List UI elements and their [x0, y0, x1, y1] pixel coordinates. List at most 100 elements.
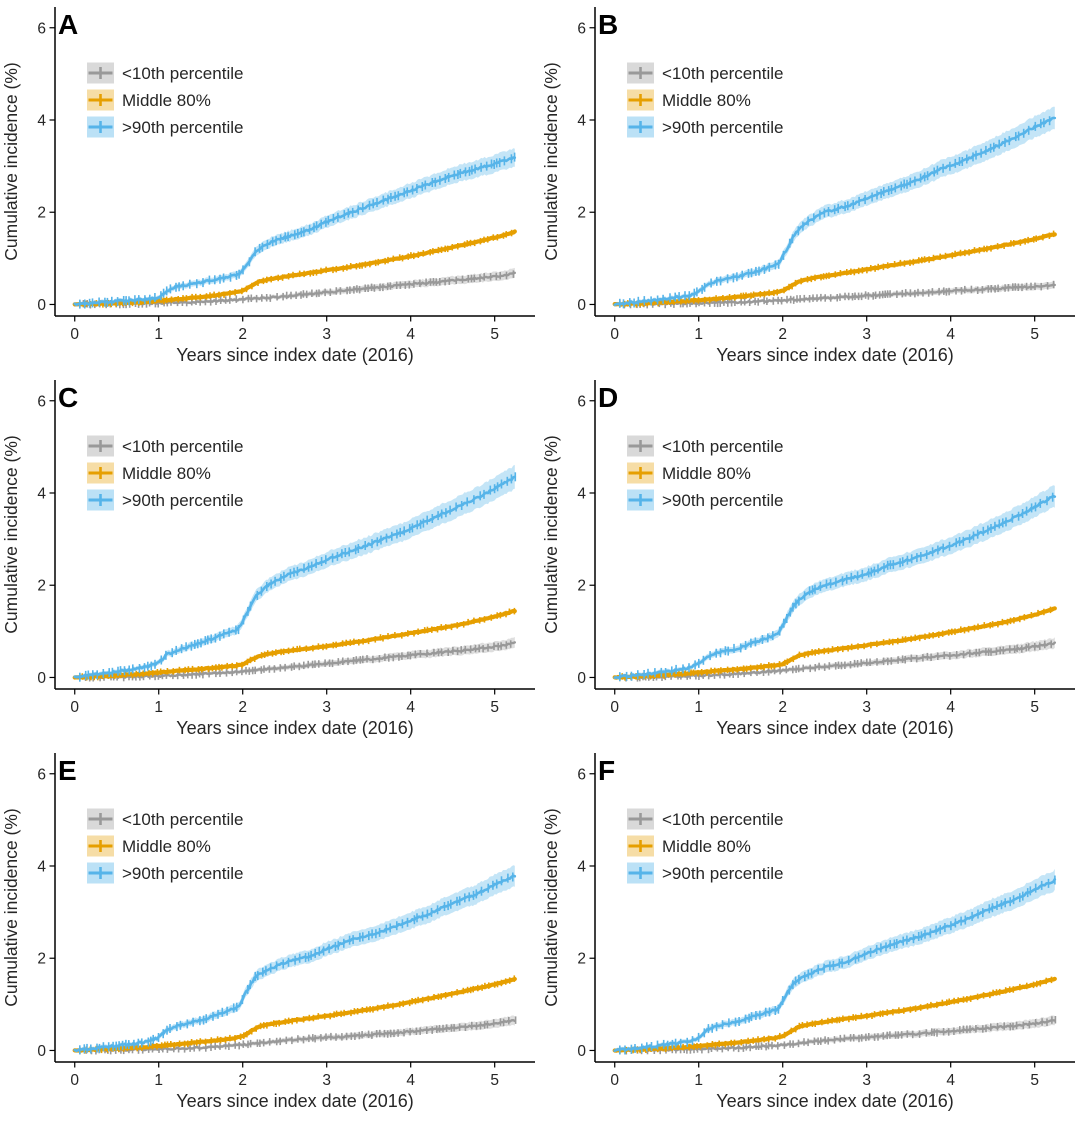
axes-group: 0 2 4 6 0 1 2 3 4 5 Years since index date (2016) C…: [541, 380, 1075, 738]
x-tick-label: 2: [778, 326, 787, 343]
x-tick-label: 4: [406, 326, 415, 343]
legend: <10th percentile Middle 80% >90th percenti…: [627, 808, 783, 884]
x-tick-label: 5: [490, 699, 499, 716]
x-axis-title: Years since index date (2016): [176, 718, 414, 738]
x-tick-label: 2: [238, 1072, 247, 1089]
legend-label-lt10: <10th percentile: [122, 64, 243, 83]
x-tick-label: 0: [610, 1072, 619, 1089]
x-tick-label: 3: [322, 699, 331, 716]
x-tick-label: 5: [1030, 1072, 1039, 1089]
series-line-gt90: [613, 494, 1057, 680]
legend-label-mid80: Middle 80%: [122, 837, 211, 856]
x-tick-label: 0: [70, 1072, 79, 1089]
series-group: [612, 485, 1057, 682]
axes-group: 0 2 4 6 0 1 2 3 4 5 Years since index date (2016) C…: [1, 753, 535, 1111]
y-tick-label: 4: [37, 112, 46, 129]
y-tick-label: 4: [577, 112, 586, 129]
panel-e: 0 2 4 6 0 1 2 3 4 5 Years since index date (2016) C…: [0, 747, 540, 1120]
panel-b-chart: 0 2 4 6 0 1 2 3 4 5 Years since index date (2016) C…: [541, 7, 1075, 365]
panel-letter: A: [58, 9, 78, 40]
panel-letter: C: [58, 382, 78, 413]
panel-c-chart: 0 2 4 6 0 1 2 3 4 5 Years since index date (2016) C…: [1, 380, 535, 738]
x-tick-label: 0: [610, 699, 619, 716]
censor-ticks-gt90: [619, 116, 1051, 309]
x-tick-label: 2: [238, 326, 247, 343]
censor-ticks-gt90: [619, 875, 1056, 1055]
axes-group: 0 2 4 6 0 1 2 3 4 5 Years since index date (2016) C…: [1, 380, 535, 738]
y-axis-title: Cumulative incidence (%): [1, 808, 21, 1006]
panel-b: 0 2 4 6 0 1 2 3 4 5 Years since index date (2016) C…: [540, 1, 1080, 374]
legend-label-gt90: >90th percentile: [662, 864, 783, 883]
panel-letter: D: [598, 382, 618, 413]
x-axis-title: Years since index date (2016): [716, 1091, 954, 1111]
series-group: [72, 865, 517, 1055]
x-tick-label: 0: [70, 699, 79, 716]
legend: <10th percentile Middle 80% >90th percenti…: [87, 62, 243, 138]
y-axis-title: Cumulative incidence (%): [1, 62, 21, 260]
censor-ticks-gt90: [79, 872, 514, 1055]
y-tick-label: 2: [577, 578, 586, 595]
y-tick-label: 6: [37, 393, 46, 410]
y-tick-label: 2: [577, 205, 586, 222]
legend: <10th percentile Middle 80% >90th percenti…: [627, 435, 783, 511]
y-tick-label: 6: [577, 393, 586, 410]
panel-letter: E: [58, 755, 77, 786]
series-group: [612, 106, 1057, 309]
y-tick-label: 0: [37, 1043, 46, 1060]
y-tick-label: 6: [577, 20, 586, 37]
x-tick-label: 1: [154, 1072, 163, 1089]
x-tick-label: 5: [1030, 326, 1039, 343]
y-axis-title: Cumulative incidence (%): [541, 62, 561, 260]
y-tick-label: 4: [37, 485, 46, 502]
x-tick-label: 2: [778, 699, 787, 716]
panel-c: 0 2 4 6 0 1 2 3 4 5 Years since index date (2016) C…: [0, 374, 540, 747]
y-tick-label: 6: [37, 20, 46, 37]
legend-label-mid80: Middle 80%: [122, 91, 211, 110]
x-tick-label: 5: [490, 326, 499, 343]
x-tick-label: 3: [322, 326, 331, 343]
x-tick-label: 4: [946, 326, 955, 343]
legend-label-mid80: Middle 80%: [662, 91, 751, 110]
x-tick-label: 1: [154, 699, 163, 716]
confidence-band-gt90: [74, 148, 515, 307]
y-tick-label: 4: [577, 485, 586, 502]
x-axis-title: Years since index date (2016): [176, 1091, 414, 1111]
panel-f-chart: 0 2 4 6 0 1 2 3 4 5 Years since index date (2016) C…: [541, 753, 1075, 1111]
y-axis-title: Cumulative incidence (%): [541, 808, 561, 1006]
legend-label-mid80: Middle 80%: [122, 464, 211, 483]
panel-a: 0 2 4 6 0 1 2 3 4 5 Years since index date (2016) C…: [0, 1, 540, 374]
confidence-band-gt90: [614, 868, 1055, 1053]
x-tick-label: 2: [778, 1072, 787, 1089]
x-tick-label: 3: [862, 1072, 871, 1089]
x-axis-title: Years since index date (2016): [716, 718, 954, 738]
y-tick-label: 4: [37, 858, 46, 875]
series-group: [612, 868, 1057, 1055]
x-axis-title: Years since index date (2016): [716, 345, 954, 365]
legend-label-lt10: <10th percentile: [662, 810, 783, 829]
censor-ticks-gt90: [79, 472, 517, 682]
series-group: [72, 148, 517, 309]
censor-ticks-mid80: [619, 606, 1052, 682]
panel-a-chart: 0 2 4 6 0 1 2 3 4 5 Years since index date (2016) C…: [1, 7, 535, 365]
y-axis-title: Cumulative incidence (%): [541, 435, 561, 633]
series-line-gt90: [613, 878, 1057, 1052]
panel-f: 0 2 4 6 0 1 2 3 4 5 Years since index date (2016) C…: [540, 747, 1080, 1120]
legend-label-lt10: <10th percentile: [122, 437, 243, 456]
y-tick-label: 4: [577, 858, 586, 875]
x-tick-label: 1: [694, 1072, 703, 1089]
y-tick-label: 6: [37, 766, 46, 783]
x-tick-label: 4: [406, 1072, 415, 1089]
censor-ticks-lt10: [79, 640, 512, 682]
confidence-band-mid80: [614, 232, 1055, 306]
y-tick-label: 0: [577, 297, 586, 314]
legend-label-gt90: >90th percentile: [122, 864, 243, 883]
x-tick-label: 3: [862, 326, 871, 343]
x-tick-label: 3: [322, 1072, 331, 1089]
y-tick-label: 2: [37, 205, 46, 222]
y-tick-label: 2: [37, 951, 46, 968]
x-tick-label: 1: [694, 699, 703, 716]
legend-label-lt10: <10th percentile: [662, 64, 783, 83]
axes-group: 0 2 4 6 0 1 2 3 4 5 Years since index date (2016) C…: [541, 753, 1075, 1111]
censor-ticks-gt90: [79, 152, 516, 309]
axes-group: 0 2 4 6 0 1 2 3 4 5 Years since index date (2016) C…: [1, 7, 535, 365]
